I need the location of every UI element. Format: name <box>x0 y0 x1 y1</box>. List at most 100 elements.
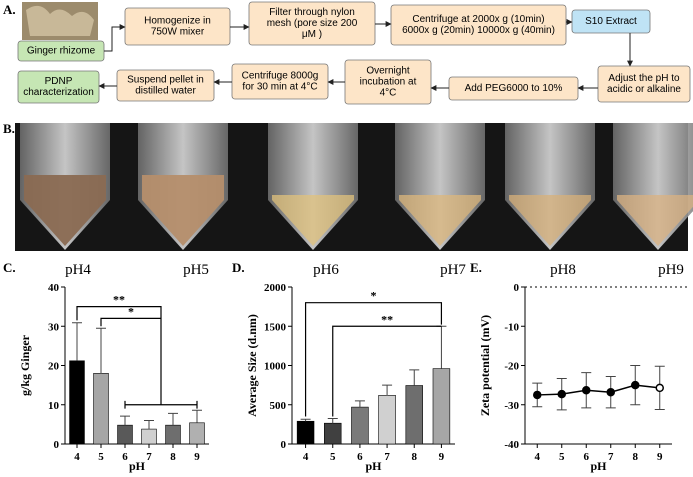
error-bar <box>354 400 365 408</box>
y-tick-label: 500 <box>270 400 287 412</box>
flow-text: Add PEG6000 to 10% <box>465 83 563 94</box>
y-tick-label: 10 <box>48 400 60 412</box>
flow-text: Homogenize in <box>144 16 211 27</box>
y-axis-label: g/kg Ginger <box>18 334 32 396</box>
flow-text: Suspend pellet in <box>127 75 204 86</box>
point <box>631 380 640 390</box>
significance: * <box>371 289 377 303</box>
flow-text: for 30 min at 4°C <box>242 82 317 93</box>
bracket <box>304 302 443 417</box>
error-bar <box>72 322 82 361</box>
x-tick-label: 8 <box>412 451 418 463</box>
y-axis-label: Average Size (d.nm) <box>245 314 259 417</box>
pellet <box>399 195 481 246</box>
y-tick-label: 0 <box>281 439 287 451</box>
bar <box>432 368 451 445</box>
y-tick-label: -40 <box>504 439 519 451</box>
panel-label: D. <box>232 260 245 275</box>
bar <box>141 428 157 445</box>
flow-text: distilled water <box>135 86 196 97</box>
error-bar <box>168 412 178 426</box>
flow-node: Centrifuge at 2000x g (10min)6000x g (20… <box>390 4 567 46</box>
x-tick-label: 6 <box>122 451 128 463</box>
x-tick-label: 4 <box>303 451 309 463</box>
photo-label: pH7 <box>440 262 466 278</box>
y-tick-label: 1000 <box>264 361 287 373</box>
bracket <box>100 317 161 327</box>
flow-node: S10 Extract <box>571 9 651 34</box>
pellet <box>509 195 591 246</box>
flow-text: characterization <box>23 87 94 98</box>
flow-text: Adjust the pH to <box>608 73 680 84</box>
line <box>537 384 660 396</box>
bar <box>165 424 181 445</box>
photo-label: pH5 <box>183 262 209 278</box>
flow-text: PDNP <box>45 76 73 87</box>
photo <box>15 123 693 251</box>
y-tick-label: 2000 <box>264 282 287 294</box>
x-tick-label: 6 <box>357 451 363 463</box>
flow-node: Add PEG6000 to 10% <box>448 76 579 101</box>
x-tick-label: 8 <box>170 451 176 463</box>
y-tick-label: -30 <box>504 400 519 412</box>
error-bar <box>144 419 154 430</box>
error-bar <box>382 384 393 396</box>
point <box>582 385 591 395</box>
panel-label: C. <box>3 260 16 275</box>
error-bar <box>192 409 202 423</box>
y-tick-label: 0 <box>514 282 520 294</box>
error-bar <box>436 325 447 369</box>
error-bar <box>327 417 338 424</box>
x-tick-label: 5 <box>330 451 336 463</box>
flow-node: Ginger rhizome <box>17 40 105 62</box>
x-tick-label: 6 <box>584 451 590 463</box>
y-tick-label: 1500 <box>264 321 287 333</box>
x-tick-label: 9 <box>439 451 445 463</box>
y-tick-label: 0 <box>54 439 60 451</box>
flow-text: Ginger rhizome <box>27 46 96 57</box>
ginger-shape <box>26 5 94 36</box>
y-tick-label: 40 <box>48 282 60 294</box>
point <box>655 383 664 393</box>
x-tick-label: 4 <box>74 451 80 463</box>
photo-label: pH6 <box>313 262 339 278</box>
x-tick-label: 7 <box>608 451 614 463</box>
x-tick-label: 5 <box>98 451 104 463</box>
flow-text: 750W mixer <box>151 27 205 38</box>
x-axis-label: pH <box>590 459 607 473</box>
y-axis-label: Zeta potential (mV) <box>478 315 492 416</box>
flow-text: Centrifuge at 2000x g (10min) <box>412 14 544 25</box>
pellet <box>617 195 693 246</box>
flow-arrow <box>104 24 126 52</box>
bracket <box>76 306 162 405</box>
flow-text: incubation at <box>360 77 417 88</box>
flow-text: Filter through nylon <box>269 7 355 18</box>
point <box>533 390 542 400</box>
photo-label: pH9 <box>658 262 684 278</box>
x-tick-label: 4 <box>535 451 541 463</box>
point <box>557 389 566 399</box>
significance: ** <box>113 293 125 307</box>
x-axis-label: pH <box>365 459 382 473</box>
y-tick-label: 20 <box>48 361 60 373</box>
photo-label: pH8 <box>550 262 576 278</box>
point <box>606 387 615 397</box>
error-bar <box>300 418 311 422</box>
error-bar <box>409 369 420 386</box>
y-tick-label: 30 <box>48 321 60 333</box>
bracket <box>332 325 442 417</box>
panel-label: A. <box>3 2 16 17</box>
x-axis-label: pH <box>129 459 146 473</box>
flow-box <box>597 65 691 103</box>
bar <box>296 420 315 445</box>
bar <box>93 373 109 445</box>
error-bar <box>96 327 106 374</box>
y-tick-label: -10 <box>504 321 519 333</box>
bar <box>117 424 133 445</box>
